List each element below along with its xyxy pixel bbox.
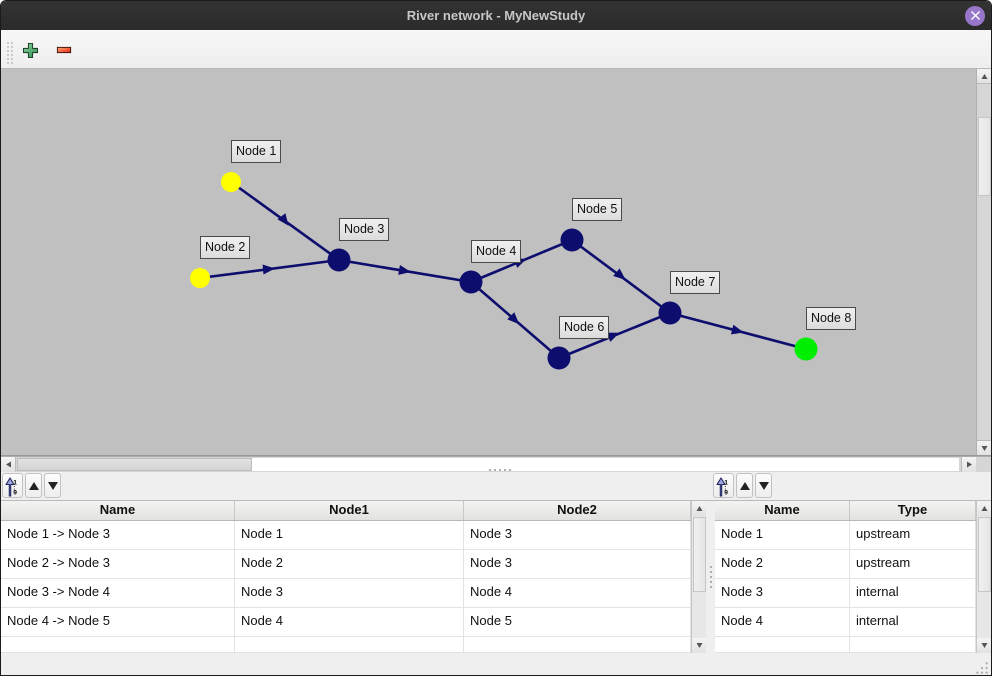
svg-text:9: 9 — [724, 489, 728, 496]
svg-text:9: 9 — [13, 489, 17, 496]
